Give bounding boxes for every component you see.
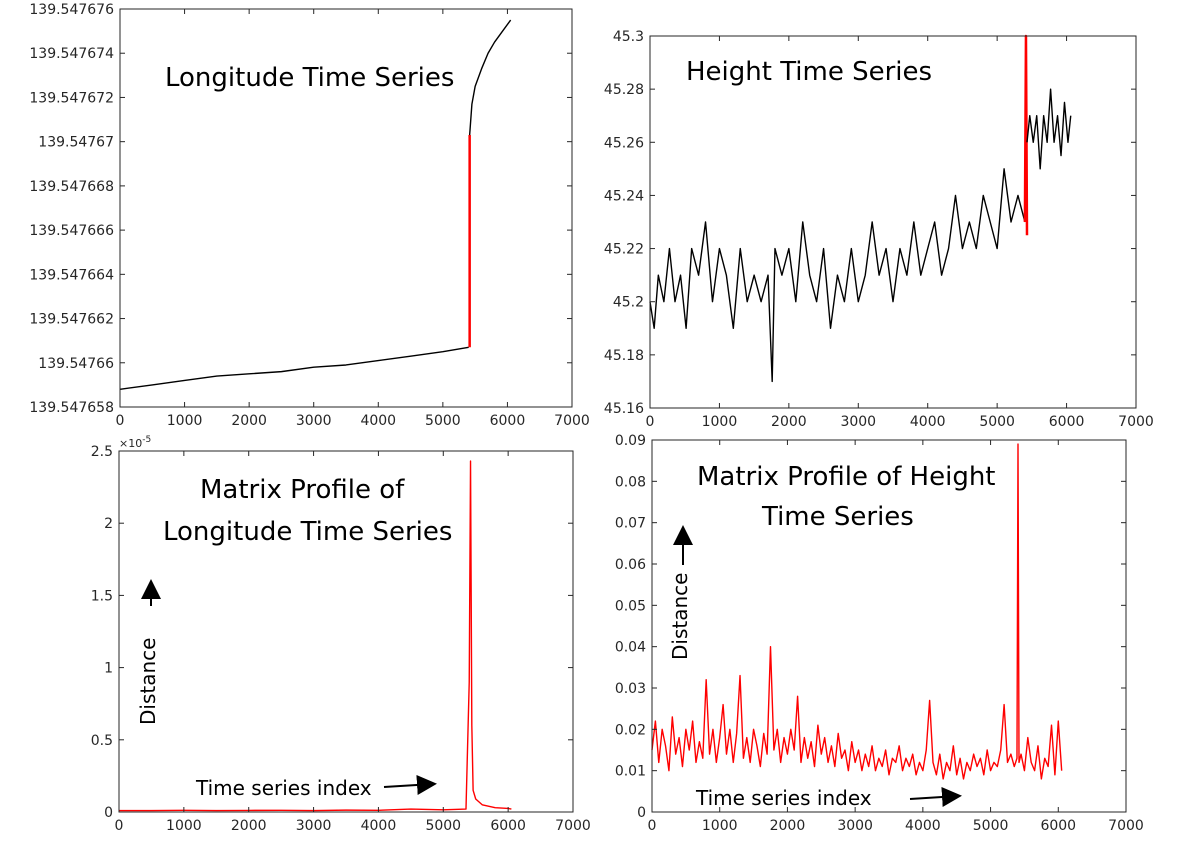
height-xtick-label: 6000 bbox=[1049, 414, 1085, 430]
mp-height-ytick-label: 0.04 bbox=[615, 640, 646, 656]
height-ytick-label: 45.3 bbox=[613, 29, 644, 45]
longitude-ytick-label: 139.547668 bbox=[29, 179, 114, 195]
mp-height-ytick-label: 0.09 bbox=[615, 433, 646, 449]
mp-longitude-ytick-label: 0.5 bbox=[91, 733, 113, 749]
height-xtick-label: 2000 bbox=[771, 414, 807, 430]
mp-height-ytick-label: 0.08 bbox=[615, 474, 646, 490]
longitude-ytick-label: 139.547666 bbox=[29, 223, 114, 239]
mp-height-xtick-label: 3000 bbox=[837, 818, 873, 834]
mp-longitude-axes-box bbox=[118, 450, 574, 813]
longitude-series-0 bbox=[119, 346, 469, 391]
mp-height-distance-annotation: Distance bbox=[668, 573, 692, 660]
longitude-series-2 bbox=[468, 19, 512, 136]
longitude-xtick-label: 5000 bbox=[425, 413, 461, 429]
longitude-xtick-label: 3000 bbox=[296, 413, 332, 429]
mp-longitude-distance-annotation: Distance bbox=[136, 638, 160, 725]
mp-height-index-arrow bbox=[909, 787, 962, 807]
mp-longitude-chart: 0 1000 2000 3000 4000 5000 6000 7000 0 0.5 1 1.5 2 2.… bbox=[91, 435, 591, 834]
height-ytick-label: 45.2 bbox=[613, 295, 644, 311]
mp-height-ytick-label: 0.02 bbox=[615, 722, 646, 738]
mp-longitude-xtick-label: 6000 bbox=[490, 818, 526, 834]
mp-height-xtick-label: 7000 bbox=[1108, 818, 1144, 834]
mp-height-ytick-label: 0.01 bbox=[615, 764, 646, 780]
longitude-xtick-label: 2000 bbox=[231, 413, 267, 429]
longitude-ytick-label: 139.547658 bbox=[29, 400, 114, 416]
mp-longitude-index-arrow bbox=[383, 774, 437, 795]
mp-height-xtick-label: 0 bbox=[648, 818, 657, 834]
longitude-chart: 0 1000 2000 3000 4000 5000 6000 7000 139.547658 1… bbox=[29, 2, 589, 429]
height-xtick-label: 1000 bbox=[702, 414, 738, 430]
mp-longitude-ytick-label: 2.5 bbox=[91, 444, 113, 460]
height-xtick-label: 3000 bbox=[840, 414, 876, 430]
mp-height-ytick-label: 0.03 bbox=[615, 681, 646, 697]
longitude-ytick-label: 139.547662 bbox=[29, 312, 114, 328]
mp-longitude-xtick-label: 4000 bbox=[361, 818, 397, 834]
longitude-title: Longitude Time Series bbox=[165, 63, 454, 93]
mp-longitude-y-exponent: ×10-5 bbox=[119, 435, 151, 450]
height-chart: 0 1000 2000 3000 4000 5000 6000 7000 45.16 45.18 4… bbox=[604, 29, 1154, 430]
longitude-ytick-label: 139.547664 bbox=[29, 267, 114, 283]
height-ytick-label: 45.22 bbox=[604, 242, 644, 258]
mp-height-axes-box bbox=[651, 439, 1127, 813]
mp-longitude-title-line: Matrix Profile of bbox=[200, 475, 405, 505]
mp-height-index-annotation: Time series index bbox=[695, 786, 872, 810]
height-xtick-label: 0 bbox=[646, 414, 655, 430]
height-ytick-label: 45.28 bbox=[604, 82, 644, 98]
height-series-0 bbox=[649, 168, 1026, 383]
mp-longitude-ytick-label: 1 bbox=[104, 661, 113, 677]
mp-longitude-y-exponent-power: -5 bbox=[142, 435, 151, 445]
mp-longitude-xtick-label: 5000 bbox=[425, 818, 461, 834]
mp-height-xtick-label: 4000 bbox=[905, 818, 941, 834]
mp-height-title-line: Matrix Profile of Height bbox=[697, 462, 996, 492]
height-ytick-label: 45.18 bbox=[604, 348, 644, 364]
height-title: Height Time Series bbox=[686, 57, 932, 87]
height-xtick-label: 5000 bbox=[979, 414, 1015, 430]
longitude-xtick-label: 7000 bbox=[554, 413, 590, 429]
mp-height-xtick-label: 1000 bbox=[702, 818, 738, 834]
mp-height-title-line: Time Series bbox=[761, 502, 914, 532]
mp-height-ytick-label: 0 bbox=[637, 805, 646, 821]
mp-height-chart: 0 1000 2000 3000 4000 5000 6000 7000 0 0.01 0.02 0.… bbox=[615, 433, 1144, 834]
mp-longitude-ytick-label: 2 bbox=[104, 516, 113, 532]
mp-longitude-y-exponent-base: ×10 bbox=[119, 437, 142, 450]
mp-longitude-xtick-label: 0 bbox=[115, 818, 124, 834]
mp-longitude-series-0 bbox=[119, 460, 512, 812]
mp-height-series-0 bbox=[651, 443, 1063, 780]
mp-longitude-ytick-label: 1.5 bbox=[91, 588, 113, 604]
mp-longitude-xtick-label: 2000 bbox=[231, 818, 267, 834]
mp-longitude-index-annotation: Time series index bbox=[195, 776, 372, 800]
longitude-xtick-label: 6000 bbox=[490, 413, 526, 429]
mp-height-xtick-label: 2000 bbox=[770, 818, 806, 834]
mp-longitude-xtick-label: 3000 bbox=[296, 818, 332, 834]
height-ytick-label: 45.24 bbox=[604, 188, 644, 204]
height-xtick-label: 4000 bbox=[910, 414, 946, 430]
longitude-ytick-label: 139.547674 bbox=[29, 46, 114, 62]
mp-height-xtick-label: 5000 bbox=[973, 818, 1009, 834]
longitude-xtick-label: 4000 bbox=[360, 413, 396, 429]
height-axes-box bbox=[649, 35, 1137, 409]
longitude-axes-box bbox=[119, 8, 573, 408]
height-xtick-label: 7000 bbox=[1118, 414, 1154, 430]
longitude-ytick-label: 139.547672 bbox=[29, 90, 114, 106]
mp-height-ytick-label: 0.07 bbox=[615, 516, 646, 532]
longitude-ytick-label: 139.547676 bbox=[29, 2, 114, 18]
mp-longitude-xtick-label: 1000 bbox=[166, 818, 202, 834]
mp-longitude-xtick-label: 7000 bbox=[555, 818, 591, 834]
mp-longitude-ytick-label: 0 bbox=[104, 805, 113, 821]
height-series-1 bbox=[1023, 34, 1029, 236]
longitude-ytick-label: 139.54766 bbox=[38, 356, 114, 372]
height-series-2 bbox=[1026, 88, 1072, 170]
mp-height-xtick-label: 6000 bbox=[1040, 818, 1076, 834]
height-ytick-label: 45.26 bbox=[604, 135, 644, 151]
mp-height-ytick-label: 0.06 bbox=[615, 557, 646, 573]
mp-longitude-title-line: Longitude Time Series bbox=[163, 517, 452, 547]
longitude-ytick-label: 139.54767 bbox=[38, 135, 114, 151]
longitude-xtick-label: 0 bbox=[116, 413, 125, 429]
mp-height-ytick-label: 0.05 bbox=[615, 598, 646, 614]
longitude-xtick-label: 1000 bbox=[167, 413, 203, 429]
height-ytick-label: 45.16 bbox=[604, 401, 644, 417]
